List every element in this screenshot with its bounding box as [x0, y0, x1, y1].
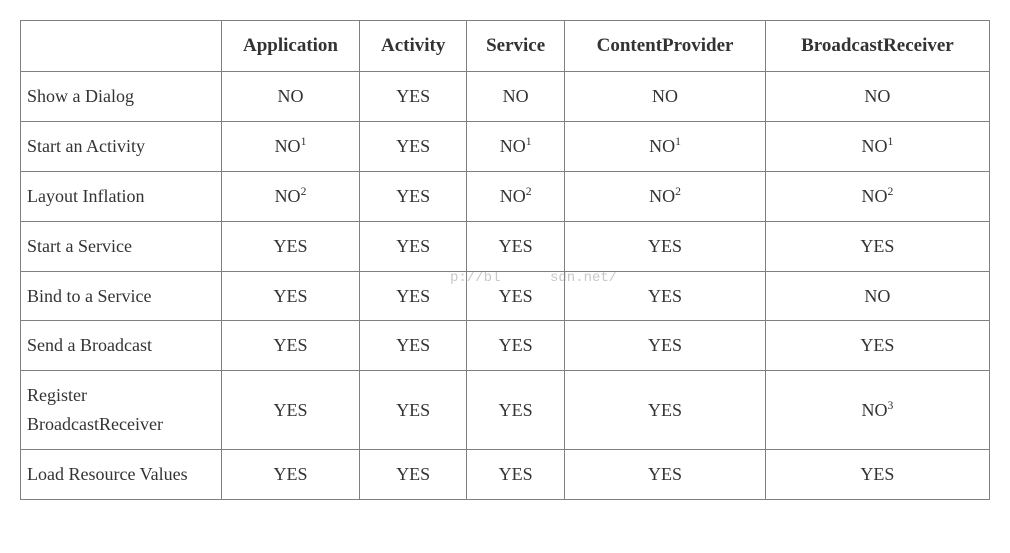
cell-value: NO2	[565, 171, 766, 221]
cell-value: YES	[221, 321, 360, 371]
cell-value: NO1	[765, 122, 989, 172]
cell-value: NO	[221, 72, 360, 122]
header-activity: Activity	[360, 21, 467, 72]
row-label: Start a Service	[21, 221, 222, 271]
cell-value: YES	[221, 371, 360, 450]
row-label: Bind to a Service	[21, 271, 222, 321]
table-row: Start an ActivityNO1YESNO1NO1NO1	[21, 122, 990, 172]
cell-value: YES	[360, 72, 467, 122]
cell-value: YES	[360, 171, 467, 221]
cell-value: YES	[221, 271, 360, 321]
table-row: Layout InflationNO2YESNO2NO2NO2	[21, 171, 990, 221]
table-row: Load Resource ValuesYESYESYESYESYES	[21, 449, 990, 499]
cell-value: YES	[221, 221, 360, 271]
cell-value: YES	[360, 221, 467, 271]
cell-value: NO2	[221, 171, 360, 221]
cell-value: YES	[360, 271, 467, 321]
cell-value: YES	[565, 449, 766, 499]
cell-value: YES	[565, 371, 766, 450]
cell-value: YES	[765, 321, 989, 371]
cell-value: NO	[765, 271, 989, 321]
row-label: Start an Activity	[21, 122, 222, 172]
cell-value: YES	[360, 122, 467, 172]
cell-value: YES	[467, 449, 565, 499]
context-capability-table: Application Activity Service ContentProv…	[20, 20, 990, 500]
cell-value: YES	[565, 271, 766, 321]
cell-value: NO1	[221, 122, 360, 172]
cell-value: NO2	[765, 171, 989, 221]
cell-value: YES	[565, 321, 766, 371]
cell-value: YES	[467, 221, 565, 271]
cell-value: NO	[565, 72, 766, 122]
cell-value: YES	[765, 449, 989, 499]
cell-value: NO1	[467, 122, 565, 172]
row-label: Send a Broadcast	[21, 321, 222, 371]
header-application: Application	[221, 21, 360, 72]
row-label: Layout Inflation	[21, 171, 222, 221]
row-label: Show a Dialog	[21, 72, 222, 122]
row-label: Load Resource Values	[21, 449, 222, 499]
header-blank	[21, 21, 222, 72]
cell-value: YES	[467, 271, 565, 321]
cell-value: YES	[467, 321, 565, 371]
cell-value: YES	[360, 321, 467, 371]
table-row: Send a BroadcastYESYESYESYESYES	[21, 321, 990, 371]
header-contentprovider: ContentProvider	[565, 21, 766, 72]
row-label: Register BroadcastReceiver	[21, 371, 222, 450]
table-body: Show a DialogNOYESNONONOStart an Activit…	[21, 72, 990, 499]
cell-value: NO2	[467, 171, 565, 221]
cell-value: YES	[765, 221, 989, 271]
header-row: Application Activity Service ContentProv…	[21, 21, 990, 72]
header-broadcastreceiver: BroadcastReceiver	[765, 21, 989, 72]
cell-value: NO1	[565, 122, 766, 172]
cell-value: NO	[765, 72, 989, 122]
cell-value: NO3	[765, 371, 989, 450]
cell-value: NO	[467, 72, 565, 122]
table-row: Start a ServiceYESYESYESYESYES	[21, 221, 990, 271]
header-service: Service	[467, 21, 565, 72]
table-row: Register BroadcastReceiverYESYESYESYESNO…	[21, 371, 990, 450]
cell-value: YES	[360, 449, 467, 499]
table-row: Bind to a ServiceYESYESYESYESNO	[21, 271, 990, 321]
cell-value: YES	[360, 371, 467, 450]
cell-value: YES	[221, 449, 360, 499]
table-row: Show a DialogNOYESNONONO	[21, 72, 990, 122]
cell-value: YES	[565, 221, 766, 271]
cell-value: YES	[467, 371, 565, 450]
